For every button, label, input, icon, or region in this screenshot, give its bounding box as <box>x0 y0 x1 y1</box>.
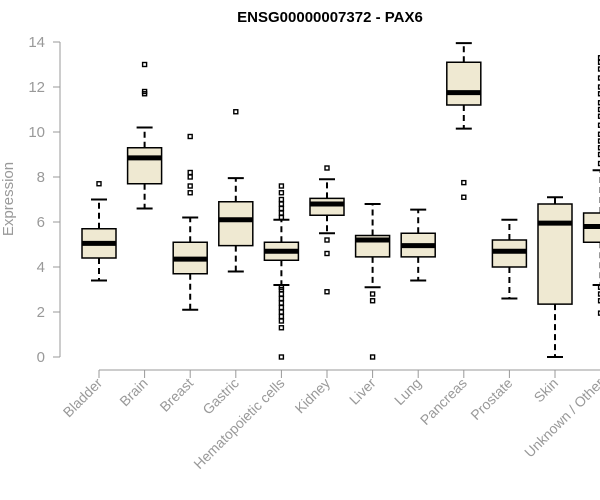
outlier-point <box>597 91 600 97</box>
outlier-point <box>597 310 600 316</box>
box-brain <box>126 61 163 210</box>
y-tick-label: 10 <box>28 124 45 141</box>
outlier-point <box>187 174 193 180</box>
outlier-point <box>597 106 600 113</box>
outlier-point <box>141 88 148 95</box>
outlier-point <box>324 250 330 257</box>
x-tick-label: Bladder <box>60 375 106 421</box>
outlier-point <box>597 75 600 81</box>
y-tick-label: 14 <box>28 34 45 51</box>
outlier-point <box>597 113 600 119</box>
x-tick-label: Gastric <box>199 375 242 418</box>
outlier-point <box>597 66 600 72</box>
box-hematopoietic-cells <box>263 183 300 360</box>
outlier-point <box>278 284 285 290</box>
outlier-point <box>187 133 193 140</box>
outlier-point <box>597 291 600 297</box>
outlier-point <box>278 183 285 189</box>
outlier-point <box>597 160 600 167</box>
outlier-point <box>278 210 285 216</box>
outlier-point <box>141 61 148 68</box>
box-kidney <box>309 165 345 295</box>
x-tick-label: Kidney <box>292 375 334 417</box>
x-tick-label: Brain <box>116 375 150 409</box>
y-tick-label: 6 <box>37 214 45 231</box>
outlier-point <box>187 169 193 176</box>
outlier-point <box>96 181 102 187</box>
iqr-box <box>126 147 163 185</box>
outlier-point <box>278 318 285 324</box>
iqr-box <box>537 203 573 305</box>
x-tick-label: Liver <box>346 375 379 408</box>
outlier-point <box>278 325 285 331</box>
boxplots <box>81 42 600 360</box>
box-unknown-other <box>582 55 600 316</box>
box-pancreas <box>446 42 482 200</box>
box-breast <box>172 133 208 311</box>
outlier-point <box>278 300 285 306</box>
outlier-point <box>369 291 376 297</box>
outlier-point <box>324 289 330 295</box>
outlier-point <box>278 313 285 320</box>
outlier-point <box>278 295 285 302</box>
outlier-point <box>324 237 330 243</box>
outlier-point <box>278 354 285 360</box>
x-tick-label: Prostate <box>467 375 515 423</box>
y-tick-label: 12 <box>28 79 45 96</box>
outlier-point <box>597 84 600 90</box>
y-axis-ticks: 0 2 4 6 8 10 12 14 <box>28 34 60 366</box>
outlier-point <box>278 196 285 203</box>
outlier-point <box>461 194 467 200</box>
outlier-point <box>597 100 600 106</box>
chart-title: ENSG00000007372 - PAX6 <box>237 9 423 26</box>
outlier-point <box>187 183 193 189</box>
y-tick-label: 0 <box>37 349 45 366</box>
outlier-point <box>278 309 285 315</box>
x-tick-label: Hematopoietic cells <box>190 375 287 472</box>
outlier-point <box>597 298 600 304</box>
outlier-point <box>187 190 193 196</box>
outlier-point <box>369 298 376 304</box>
iqr-box <box>218 201 254 247</box>
box-skin <box>537 196 573 358</box>
x-tick-label: Lung <box>391 375 424 408</box>
box-lung <box>400 208 436 282</box>
outlier-point <box>597 145 600 151</box>
outlier-point <box>278 214 285 221</box>
x-tick-label: Unknown / Other <box>521 375 600 461</box>
y-tick-label: 2 <box>37 304 45 321</box>
outlier-point <box>597 55 600 61</box>
x-tick-label: Pancreas <box>417 375 470 428</box>
iqr-box <box>446 61 482 106</box>
iqr-box <box>309 197 345 216</box>
outlier-point <box>324 165 330 171</box>
box-liver <box>354 203 391 360</box>
outlier-point <box>597 138 600 144</box>
outlier-point <box>597 59 600 65</box>
box-bladder <box>81 181 117 282</box>
y-tick-label: 4 <box>37 259 45 276</box>
outlier-point <box>278 205 285 212</box>
box-prostate <box>491 218 528 300</box>
outlier-point <box>233 109 239 115</box>
outlier-point <box>369 354 376 360</box>
x-tick-label: Breast <box>156 375 196 415</box>
outlier-point <box>461 179 467 186</box>
outlier-point <box>278 190 285 196</box>
outlier-point <box>278 201 285 207</box>
outlier-point <box>597 122 600 128</box>
outlier-point <box>597 131 600 137</box>
outlier-point <box>278 291 285 297</box>
y-axis-label: Expression <box>0 162 17 236</box>
box-gastric <box>218 109 254 273</box>
y-tick-label: 8 <box>37 169 45 186</box>
outlier-point <box>597 151 600 158</box>
outlier-point <box>597 284 600 290</box>
outlier-point <box>278 304 285 311</box>
x-tick-label: Skin <box>531 375 562 406</box>
